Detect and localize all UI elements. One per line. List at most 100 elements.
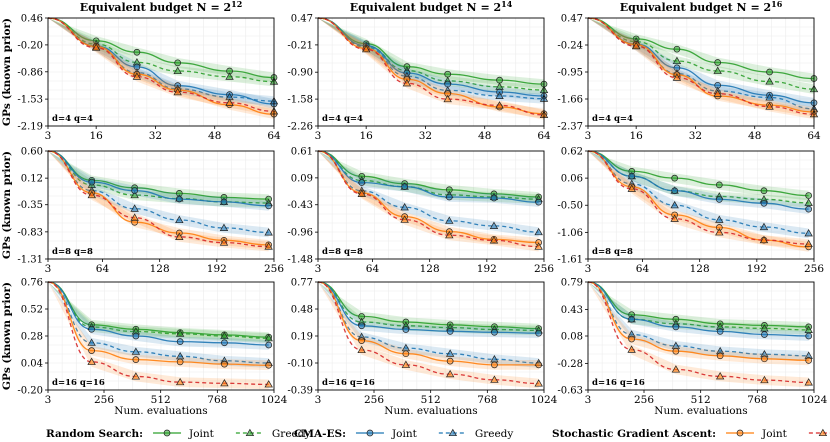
triangle-marker [715,228,724,236]
y-tick-label: -0.83 [17,227,43,238]
triangle-marker [173,66,182,75]
y-tick-label: -0.39 [287,386,313,397]
series-cma-es-joint [587,281,813,341]
triangle-marker [804,229,813,237]
series-line [587,17,815,110]
x-axis: 3 16 32 48 64 [315,126,551,142]
x-tick-label: 256 [264,263,284,275]
triangle-marker [445,349,455,357]
legend-item-joint: Joint [153,428,215,440]
series-line [47,150,269,204]
legend-item-joint: Joint [355,428,418,440]
panel-annotation: d=8 q=8 [322,247,363,257]
confidence-band [318,151,539,207]
confidence-band [48,282,269,371]
series-sga-greedy [587,17,819,120]
y-tick-label: 0.04 [21,359,43,370]
title-exponent: 14 [501,0,513,9]
x-tick-label: 768 [207,394,227,406]
y-tick-label: -1.48 [287,255,313,266]
confidence-band [588,282,809,366]
x-tick-label: 768 [477,394,497,406]
confidence-band [48,151,269,252]
y-tick-label: -0.24 [557,41,583,52]
y-tick-label: -0.63 [557,386,583,397]
circle-marker [714,59,722,66]
triangle-marker [631,41,641,50]
triangle-marker [175,215,184,224]
confidence-band [318,282,539,389]
panel-r1-c1: 3 64 128 192 256 0.61 0.09 -0.43 -0.96 -1.48 d=8 q… [287,147,554,276]
series-cma-es-joint [317,150,542,207]
y-tick-label: -0.35 [17,200,43,211]
confidence-band [588,18,814,120]
circle-marker [132,332,140,340]
x-tick-label: 16 [629,130,643,142]
y-axis: 0.77 0.48 0.19 -0.10 -0.39 [287,278,318,397]
series-cma-es-joint [47,150,272,211]
circle-marker [535,329,543,337]
column-title: Equivalent budget N = 212 [80,0,243,14]
circle-marker [446,357,454,365]
circle-marker [220,198,228,206]
triangle-marker [91,43,101,51]
x-tick-label: 3 [585,263,592,275]
series-sga-greedy [317,281,543,389]
y-tick-label: 0.76 [21,278,43,289]
series-group [47,281,273,390]
x-tick-label: 3 [585,394,592,406]
y-tick-label: -2.19 [17,122,43,133]
y-tick-label: -1.06 [557,228,583,239]
triangle-marker [759,222,769,231]
triangle-marker [401,360,411,368]
series-sga-greedy [317,17,549,120]
panel-annotation: d=4 q=4 [592,114,633,124]
x-axis: 3 64 128 192 256 [315,259,554,275]
confidence-band [318,151,539,202]
triangle-marker [130,190,139,199]
confidence-band [318,282,539,370]
column-title: Equivalent budget N = 216 [620,0,783,14]
y-tick-label: 0.77 [291,278,313,289]
series-line [587,281,809,337]
series-sga-joint [47,281,273,371]
circle-marker [401,183,408,191]
column-titles: Equivalent budget N = 212 Equivalent budg… [80,0,783,14]
series-sga-greedy [47,150,273,252]
series-line [47,17,275,79]
x-axis: 3 64 128 192 256 [45,259,284,275]
confidence-band [318,18,544,101]
x-tick-label: 16 [89,130,103,142]
series-line [47,281,269,364]
series-line [47,150,269,234]
circle-marker [736,429,744,437]
legend-item-greedy: Greedy [808,428,830,437]
confidence-band [588,151,809,201]
x-tick-label: 1024 [261,394,288,406]
series-line [47,150,269,207]
y-tick-label: -0.96 [287,228,313,239]
circle-marker [628,335,635,343]
triangle-marker [759,235,769,244]
triangle-marker [627,345,636,353]
circle-marker [402,326,410,333]
series-line [317,281,539,332]
series-line [587,17,815,80]
triangle-marker [760,324,769,332]
series-group [587,281,813,388]
x-tick-label: 32 [419,130,432,142]
triangle-marker [400,203,409,211]
x-tick-label: 256 [804,263,824,275]
y-axis: 0.47 -0.21 -0.90 -1.58 -2.26 [287,14,318,133]
y-axis-label: GPs (known prior) [1,18,13,126]
y-tick-label: 0.28 [21,332,43,343]
triangle-marker [264,380,273,388]
series-group [47,17,279,119]
x-tick-label: 256 [634,394,654,406]
legend-item-joint: Joint [726,428,788,440]
x-tick-label: 32 [149,130,162,142]
y-tick-label: 0.09 [291,173,313,184]
y-tick-label: 0.48 [291,305,313,316]
circle-marker [265,341,273,349]
triangle-marker [448,428,458,437]
